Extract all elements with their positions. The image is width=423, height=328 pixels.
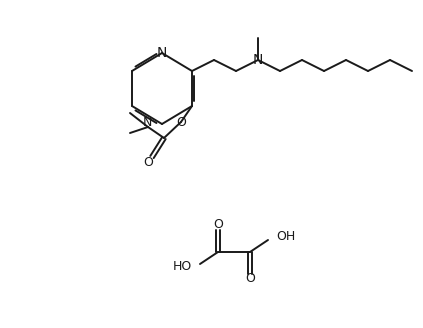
- Text: O: O: [213, 218, 223, 232]
- Text: N: N: [142, 115, 152, 129]
- Text: O: O: [176, 115, 186, 129]
- Text: OH: OH: [276, 230, 295, 242]
- Text: HO: HO: [173, 260, 192, 274]
- Text: O: O: [143, 156, 153, 170]
- Text: N: N: [253, 53, 263, 67]
- Text: N: N: [157, 46, 167, 60]
- Text: O: O: [245, 273, 255, 285]
